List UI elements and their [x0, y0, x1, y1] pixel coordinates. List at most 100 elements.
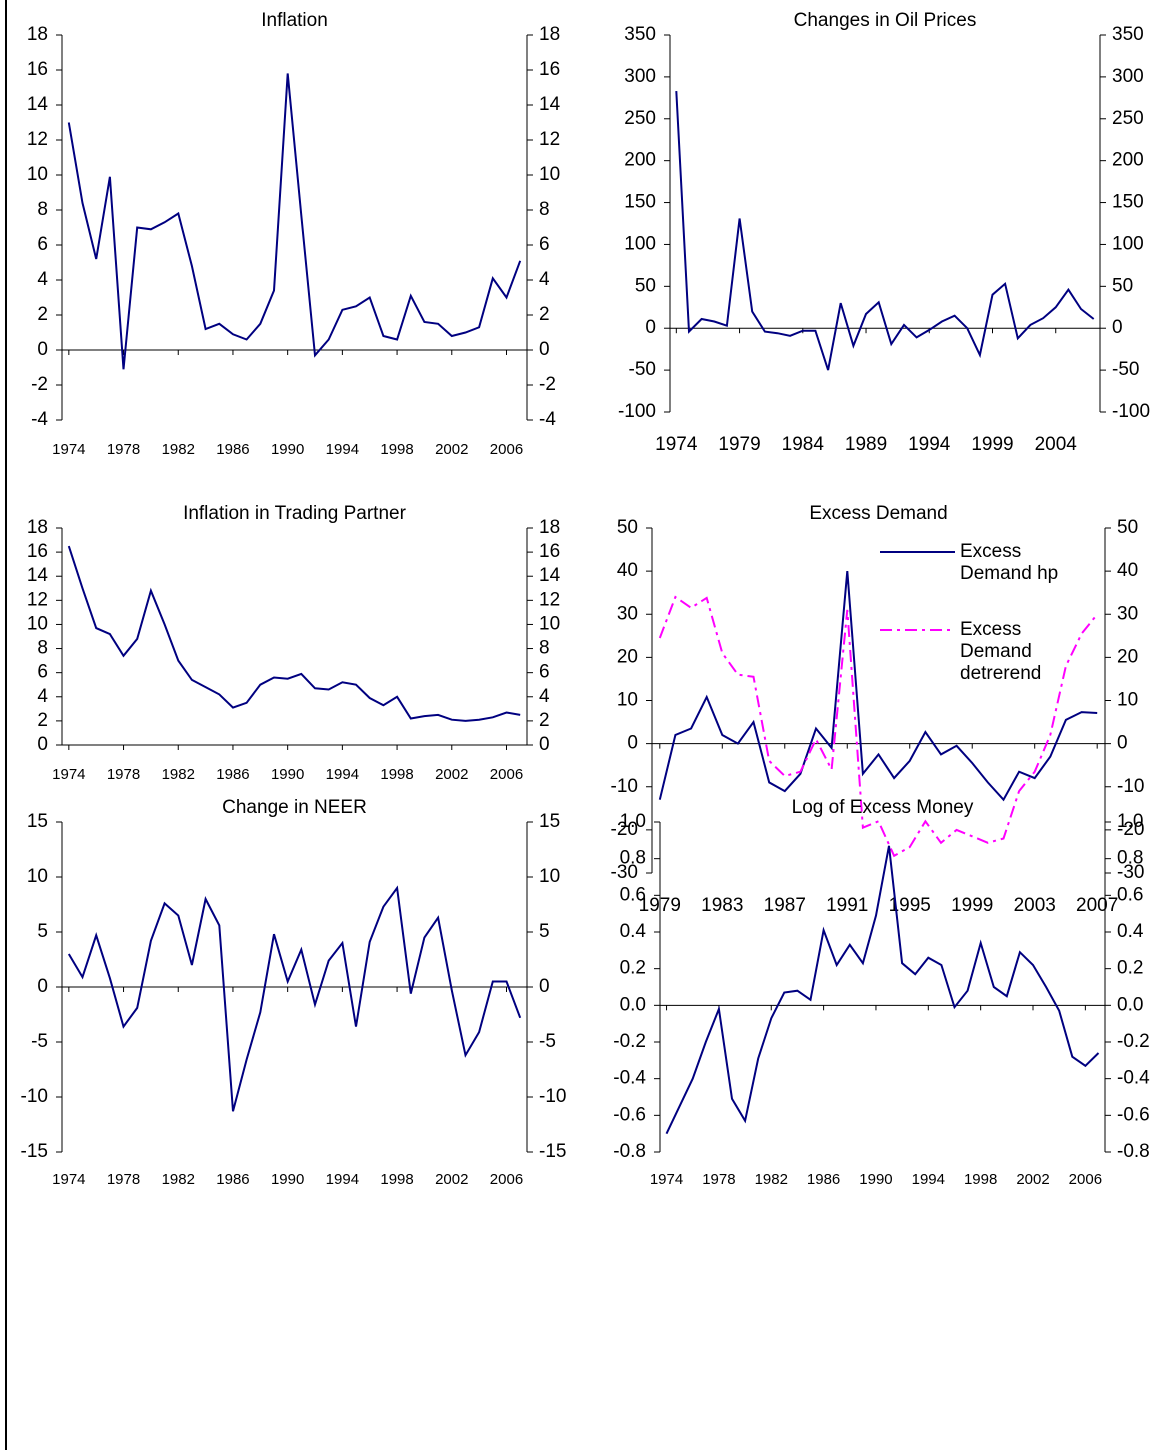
x-tick-label: 1990 — [271, 766, 304, 783]
y-tick-label: 20 — [617, 646, 638, 667]
series-line — [675, 91, 1095, 371]
y-tick-label: 16 — [27, 59, 48, 80]
y-tick-label: -5 — [31, 1031, 48, 1052]
y2-tick-label: -50 — [1112, 359, 1139, 380]
chart-title: Excess Demand — [809, 503, 947, 524]
y2-tick-label: 10 — [539, 164, 560, 185]
y2-tick-label: 10 — [539, 613, 560, 634]
x-tick-label: 1979 — [718, 434, 760, 455]
x-tick-label: 1982 — [755, 1171, 788, 1188]
y2-tick-label: -4 — [539, 409, 556, 430]
y2-tick-label: 20 — [1117, 646, 1138, 667]
x-tick-label: 1989 — [845, 434, 887, 455]
x-tick-label: 1998 — [380, 766, 413, 783]
y-tick-label: -4 — [31, 409, 48, 430]
y2-tick-label: -30 — [1117, 862, 1144, 883]
x-tick-label: 1984 — [782, 434, 825, 455]
legend-label: Excess Demand hp — [960, 541, 1059, 584]
y2-tick-label: 0.4 — [1117, 921, 1144, 942]
y2-tick-label: 4 — [539, 686, 550, 707]
y-tick-label: 0 — [645, 317, 656, 338]
y2-tick-label: -20 — [1117, 819, 1144, 840]
y-tick-label: 0 — [627, 733, 638, 754]
chart-title: Inflation — [261, 10, 328, 31]
x-tick-label: 1982 — [162, 766, 195, 783]
y-tick-label: -15 — [21, 1141, 48, 1162]
series-line — [658, 595, 1098, 858]
y2-tick-label: 15 — [539, 811, 560, 832]
y2-tick-label: 50 — [1112, 275, 1133, 296]
y-tick-label: -0.4 — [613, 1068, 646, 1089]
x-tick-label: 2006 — [490, 1171, 523, 1188]
x-tick-label: 2004 — [1035, 434, 1078, 455]
y2-tick-label: 40 — [1117, 560, 1138, 581]
y-tick-label: 40 — [617, 560, 638, 581]
y-tick-label: 50 — [635, 275, 656, 296]
x-tick-label: 2006 — [490, 766, 523, 783]
y-tick-label: -2 — [31, 374, 48, 395]
y-tick-label: 8 — [37, 199, 48, 220]
x-tick-label: 2006 — [490, 441, 523, 458]
y2-tick-label: 50 — [1117, 517, 1138, 538]
y-tick-label: -20 — [611, 819, 638, 840]
y-tick-label: 18 — [27, 24, 48, 45]
y-tick-label: 200 — [624, 150, 656, 171]
y-tick-label: 6 — [37, 234, 48, 255]
y2-tick-label: 250 — [1112, 108, 1144, 129]
y-tick-label: 10 — [27, 613, 48, 634]
y2-tick-label: 10 — [1117, 690, 1138, 711]
y2-tick-label: 0.0 — [1117, 994, 1143, 1015]
y2-tick-label: 8 — [539, 199, 550, 220]
x-tick-label: 1999 — [951, 895, 993, 916]
y-tick-label: -30 — [611, 862, 638, 883]
y-tick-label: -0.2 — [613, 1031, 646, 1052]
x-tick-label: 1974 — [650, 1171, 683, 1188]
x-tick-label: 2002 — [435, 441, 468, 458]
x-tick-label: 1995 — [889, 895, 931, 916]
y-tick-label: 1.0 — [620, 811, 646, 832]
y-tick-label: -10 — [21, 1086, 48, 1107]
x-tick-label: 1991 — [826, 895, 868, 916]
y2-tick-label: 16 — [539, 59, 560, 80]
y2-tick-label: 12 — [539, 129, 560, 150]
y-tick-label: 0.0 — [620, 994, 646, 1015]
x-tick-label: 2006 — [1069, 1171, 1102, 1188]
legend-label: Excess Demand detrerend — [960, 619, 1042, 684]
y-tick-label: 0.8 — [620, 848, 646, 869]
y2-tick-label: -0.8 — [1117, 1141, 1150, 1162]
x-tick-label: 1990 — [859, 1171, 892, 1188]
y-tick-label: 4 — [37, 686, 48, 707]
y-tick-label: 350 — [624, 24, 656, 45]
y-tick-label: 250 — [624, 108, 656, 129]
y2-tick-label: -5 — [539, 1031, 556, 1052]
x-tick-label: 1986 — [807, 1171, 840, 1188]
y2-tick-label: 0 — [539, 339, 550, 360]
y2-tick-label: 18 — [539, 517, 560, 538]
y-tick-label: -100 — [618, 401, 656, 422]
x-tick-label: 1986 — [216, 766, 249, 783]
x-tick-label: 2002 — [435, 1171, 468, 1188]
series-line — [665, 845, 1100, 1135]
x-tick-label: 1994 — [908, 434, 951, 455]
x-tick-label: 1986 — [216, 1171, 249, 1188]
y-tick-label: 50 — [617, 517, 638, 538]
y2-tick-label: 100 — [1112, 233, 1144, 254]
x-tick-label: 1982 — [162, 441, 195, 458]
y2-tick-label: 4 — [539, 269, 550, 290]
y-tick-label: 6 — [37, 662, 48, 683]
y2-tick-label: 0 — [539, 976, 550, 997]
y2-tick-label: 150 — [1112, 192, 1144, 213]
y-tick-label: 100 — [624, 233, 656, 254]
y2-tick-label: -0.4 — [1117, 1068, 1150, 1089]
y2-tick-label: 2 — [539, 304, 550, 325]
x-tick-label: 1978 — [702, 1171, 735, 1188]
y2-tick-label: 0.6 — [1117, 884, 1143, 905]
series-line — [67, 545, 521, 722]
y2-tick-label: 0.8 — [1117, 848, 1143, 869]
y-tick-label: 12 — [27, 589, 48, 610]
x-tick-label: 1994 — [326, 441, 359, 458]
x-tick-label: 1998 — [964, 1171, 997, 1188]
x-tick-label: 1978 — [107, 1171, 140, 1188]
y2-tick-label: -15 — [539, 1141, 566, 1162]
